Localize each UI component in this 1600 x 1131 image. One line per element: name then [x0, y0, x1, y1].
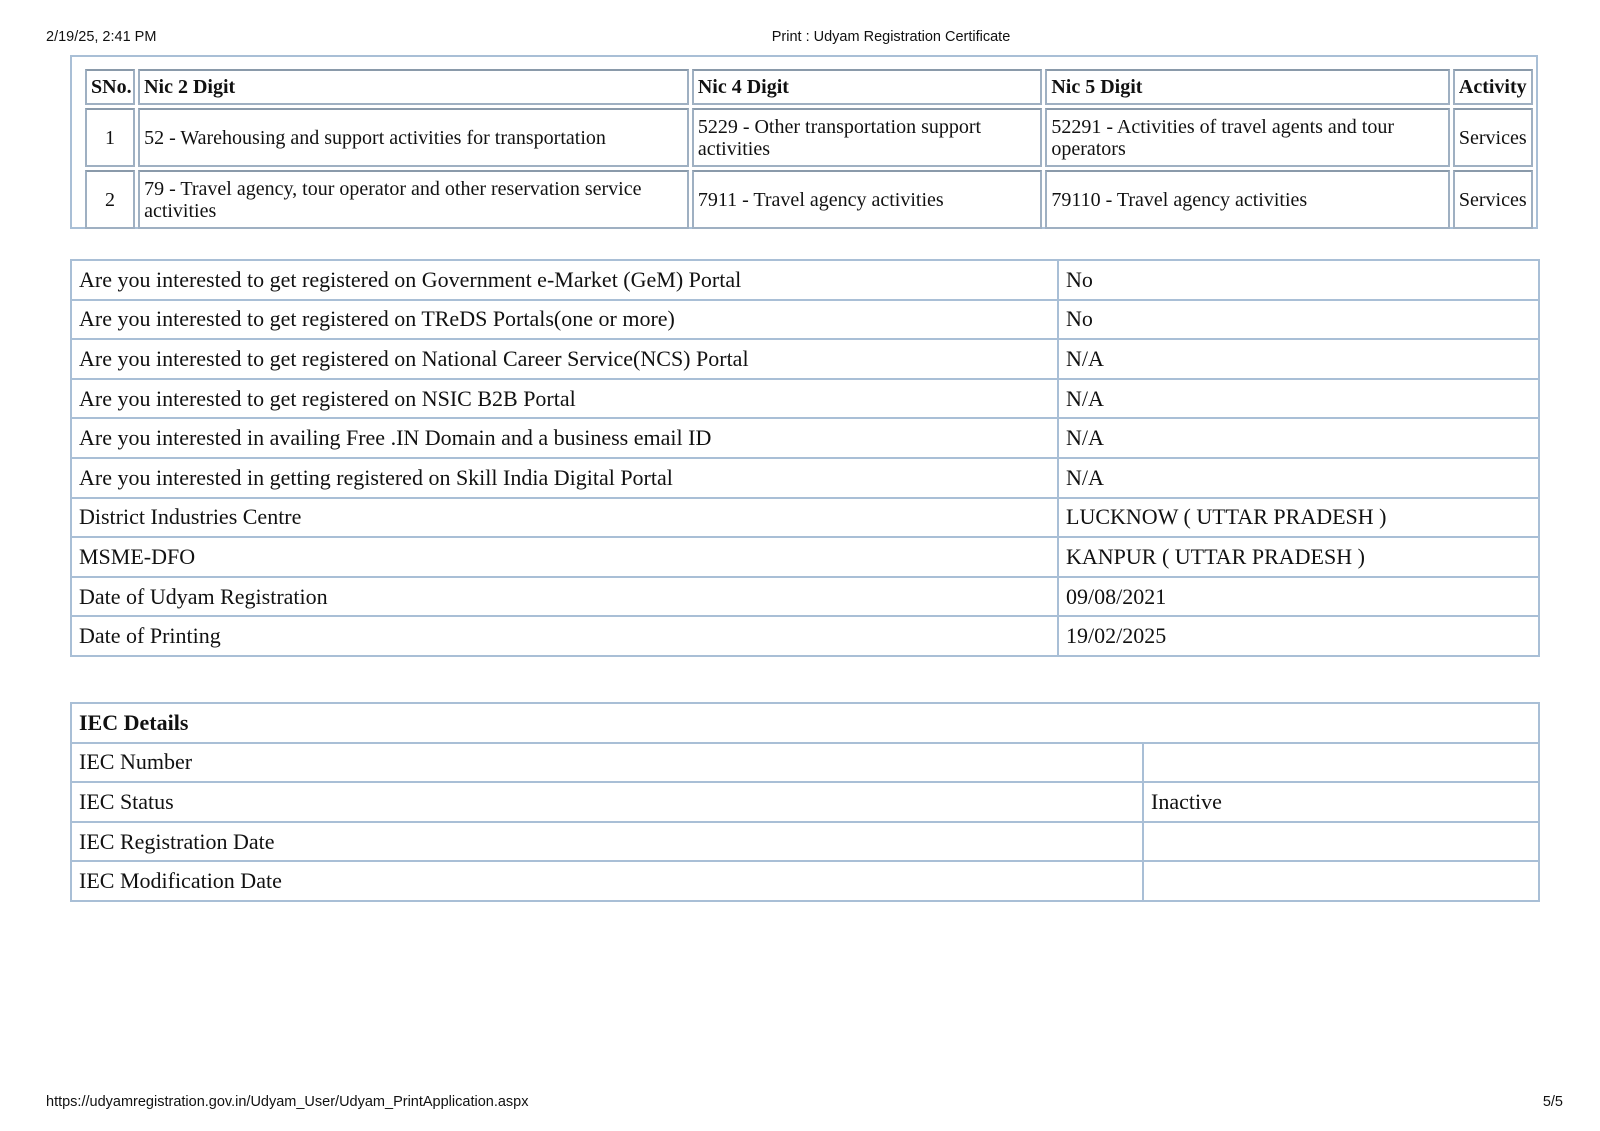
cell-value: 19/02/2025	[1057, 615, 1540, 657]
cell-nic5: 79110 - Travel agency activities	[1045, 170, 1450, 229]
cell-value: N/A	[1057, 377, 1540, 420]
cell-value: N/A	[1057, 417, 1540, 459]
cell-value: Inactive	[1142, 781, 1540, 823]
cell-label: MSME-DFO	[70, 536, 1059, 578]
table-row: District Industries Centre LUCKNOW ( UTTA…	[70, 496, 1540, 539]
cell-label: District Industries Centre	[70, 496, 1059, 539]
print-title: Print : Udyam Registration Certificate	[771, 29, 1011, 45]
column-header: Nic 2 Digit	[138, 69, 689, 105]
iec-title-row: IEC Details	[70, 702, 1540, 744]
nic-table: SNo. Nic 2 Digit Nic 4 Digit Nic 5 Digit…	[82, 66, 1536, 232]
table-row: Are you interested to get registered on …	[70, 259, 1540, 301]
iec-title: IEC Details	[70, 702, 1540, 744]
cell-sno: 1	[85, 108, 136, 167]
page-number: 5/5	[1542, 1094, 1563, 1110]
cell-value: LUCKNOW ( UTTAR PRADESH )	[1057, 496, 1540, 539]
cell-value	[1142, 820, 1540, 863]
cell-label: IEC Number	[70, 741, 1144, 784]
cell-value	[1142, 860, 1540, 902]
table-row: IEC Registration Date	[70, 820, 1540, 863]
cell-label: Are you interested to get registered on …	[70, 377, 1059, 420]
table-row: Are you interested in getting registered…	[70, 456, 1540, 499]
table-row: Are you interested in availing Free .IN …	[70, 417, 1540, 459]
cell-nic5: 52291 - Activities of travel agents and …	[1045, 108, 1450, 167]
cell-nic4: 5229 - Other transportation support acti…	[691, 108, 1043, 167]
cell-label: Are you interested to get registered on …	[70, 298, 1059, 341]
table-row: Date of Printing 19/02/2025	[70, 615, 1540, 657]
page-url: https://udyamregistration.gov.in/Udyam_U…	[46, 1094, 529, 1110]
column-header: SNo.	[85, 69, 136, 105]
cell-label: Date of Printing	[70, 615, 1059, 657]
cell-nic4: 7911 - Travel agency activities	[691, 170, 1043, 229]
cell-label: Are you interested to get registered on …	[70, 338, 1059, 380]
table-header-row: SNo. Nic 2 Digit Nic 4 Digit Nic 5 Digit…	[85, 69, 1533, 105]
table-row: MSME-DFO KANPUR ( UTTAR PRADESH )	[70, 536, 1540, 578]
cell-nic2: 52 - Warehousing and support activities …	[138, 108, 689, 167]
table-row: 2 79 - Travel agency, tour operator and …	[85, 170, 1533, 229]
cell-nic2: 79 - Travel agency, tour operator and ot…	[138, 170, 689, 229]
cell-label: Are you interested in getting registered…	[70, 456, 1059, 499]
cell-label: Date of Udyam Registration	[70, 575, 1059, 618]
table-row: Are you interested to get registered on …	[70, 338, 1540, 380]
cell-value: No	[1057, 298, 1540, 341]
cell-activity: Services	[1452, 170, 1533, 229]
cell-value: No	[1057, 259, 1540, 301]
details-table: Are you interested to get registered on …	[70, 259, 1540, 657]
table-row: Are you interested to get registered on …	[70, 298, 1540, 341]
cell-sno: 2	[85, 170, 136, 229]
column-header: Nic 5 Digit	[1045, 69, 1450, 105]
table-row: Are you interested to get registered on …	[70, 377, 1540, 420]
cell-activity: Services	[1452, 108, 1533, 167]
cell-value: N/A	[1057, 338, 1540, 380]
cell-label: Are you interested to get registered on …	[70, 259, 1059, 301]
table-row: 1 52 - Warehousing and support activitie…	[85, 108, 1533, 167]
cell-value	[1142, 741, 1540, 784]
cell-value: N/A	[1057, 456, 1540, 499]
table-row: Date of Udyam Registration 09/08/2021	[70, 575, 1540, 618]
cell-label: IEC Modification Date	[70, 860, 1144, 902]
column-header: Nic 4 Digit	[691, 69, 1043, 105]
iec-details-table: IEC Details IEC Number IEC Status Inactive…	[70, 702, 1540, 902]
table-row: IEC Modification Date	[70, 860, 1540, 902]
nic-table-frame: SNo. Nic 2 Digit Nic 4 Digit Nic 5 Digit…	[70, 55, 1538, 229]
cell-value: 09/08/2021	[1057, 575, 1540, 618]
cell-label: IEC Registration Date	[70, 820, 1144, 863]
cell-label: IEC Status	[70, 781, 1144, 823]
table-row: IEC Number	[70, 741, 1540, 784]
column-header: Activity	[1452, 69, 1533, 105]
table-row: IEC Status Inactive	[70, 781, 1540, 823]
cell-value: KANPUR ( UTTAR PRADESH )	[1057, 536, 1540, 578]
cell-label: Are you interested in availing Free .IN …	[70, 417, 1059, 459]
print-datetime: 2/19/25, 2:41 PM	[46, 29, 157, 45]
